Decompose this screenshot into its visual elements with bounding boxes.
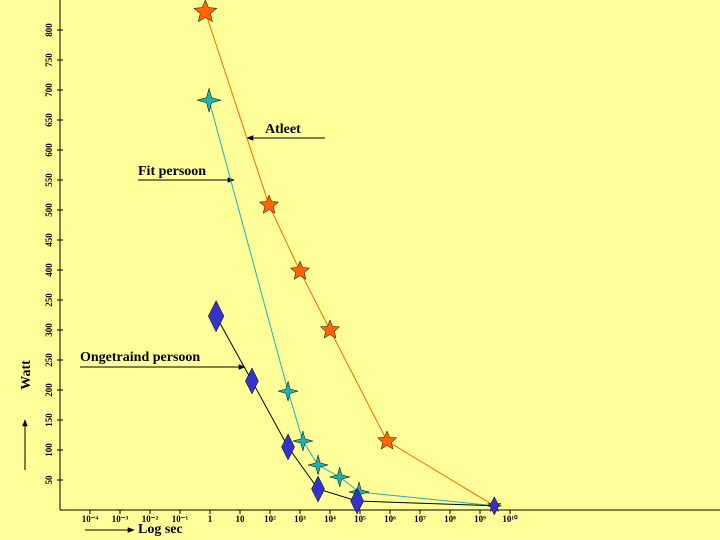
x-tick-label: 10⁴ xyxy=(324,514,336,524)
legend-label: Atleet xyxy=(265,122,301,137)
data-point xyxy=(277,380,300,403)
y-tick-label: 700 xyxy=(44,83,54,97)
x-tick-label: 10⁶ xyxy=(384,514,396,524)
y-tick-label: 750 xyxy=(44,53,54,67)
y-tick-label: 500 xyxy=(44,203,54,217)
data-point xyxy=(489,496,500,516)
y-tick-label: 250 xyxy=(44,353,54,367)
x-tick-label: 10³ xyxy=(294,514,306,524)
y-tick-label: 600 xyxy=(44,143,54,157)
x-tick-label: 10¹⁰ xyxy=(502,514,518,524)
data-point xyxy=(258,194,280,214)
data-point xyxy=(311,475,325,503)
y-axis-label: Watt xyxy=(19,360,34,390)
x-tick-label: 10 xyxy=(236,514,246,524)
data-point xyxy=(328,466,351,488)
y-tick-label: 400 xyxy=(44,263,54,277)
y-tick-label: 800 xyxy=(44,23,54,37)
x-tick-label: 10⁷ xyxy=(414,514,426,524)
x-tick-label: 10² xyxy=(264,514,276,524)
data-point xyxy=(196,87,223,114)
y-tick-label: 650 xyxy=(44,113,54,127)
data-point xyxy=(376,430,398,450)
data-point xyxy=(289,260,311,280)
y-tick-label: 50 xyxy=(44,475,54,485)
data-point xyxy=(281,433,295,461)
x-tick-label: 10⁸ xyxy=(444,514,456,524)
legend-label: Ongetraind persoon xyxy=(80,350,200,365)
data-point xyxy=(245,367,259,395)
x-tick-label: 10⁻³ xyxy=(112,514,129,524)
data-point xyxy=(319,319,341,339)
x-tick-label: 10⁻⁴ xyxy=(82,514,99,524)
data-point xyxy=(193,0,218,23)
data-point xyxy=(291,430,314,452)
x-tick-label: 10⁵ xyxy=(354,514,366,524)
x-tick-label: 10⁻¹ xyxy=(172,514,189,524)
y-tick-label: 100 xyxy=(44,443,54,457)
y-tick-label: 150 xyxy=(44,413,54,427)
data-point xyxy=(307,454,330,476)
y-tick-label: 300 xyxy=(44,323,54,337)
series-line xyxy=(215,315,495,507)
x-axis-label: Log sec xyxy=(138,522,183,537)
x-tick-label: 1 xyxy=(208,514,213,524)
data-point xyxy=(350,487,364,515)
y-tick-label: 200 xyxy=(44,383,54,397)
y-tick-label: 550 xyxy=(44,173,54,187)
legend-label: Fit persoon xyxy=(138,164,206,179)
data-point xyxy=(208,300,225,333)
y-tick-label: 250 xyxy=(44,293,54,307)
y-tick-label: 450 xyxy=(44,233,54,247)
x-tick-label: 10⁹ xyxy=(474,514,486,524)
x-tick-label: 10⁻² xyxy=(142,514,159,524)
series-line xyxy=(204,11,495,507)
